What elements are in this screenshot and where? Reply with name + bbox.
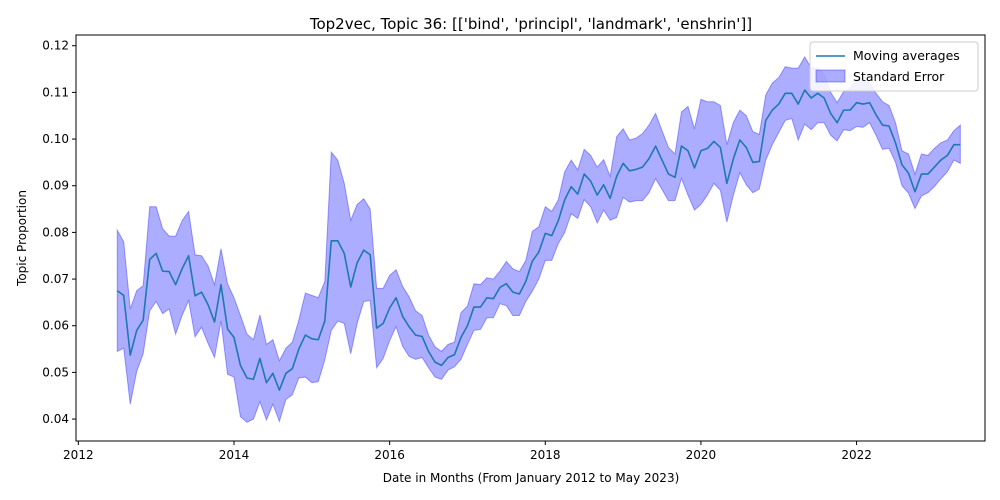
x-tick-label: 2022 (841, 448, 872, 462)
x-tick-label: 2016 (374, 448, 405, 462)
x-axis-label: Date in Months (From January 2012 to May… (383, 471, 680, 485)
legend-label-moving-averages: Moving averages (853, 48, 960, 63)
y-tick-label: 0.07 (42, 272, 69, 286)
y-axis: 0.04 0.05 0.06 0.07 0.08 0.09 0.10 0.11 0.12 (42, 39, 76, 426)
standard-error-band (116, 55, 961, 423)
legend: Moving averages Standard Error (809, 41, 979, 92)
y-axis-label: Topic Proportion (15, 190, 29, 287)
y-tick-label: 0.06 (42, 319, 69, 333)
x-tick-label: 2012 (63, 448, 94, 462)
plot-area (116, 55, 961, 423)
y-tick-label: 0.04 (42, 412, 69, 426)
x-axis: 2012 2014 2016 2018 2020 2022 (63, 441, 872, 462)
y-tick-label: 0.08 (42, 225, 69, 239)
x-tick-label: 2018 (530, 448, 561, 462)
legend-box (809, 41, 979, 92)
x-tick-label: 2014 (219, 448, 250, 462)
legend-band-swatch (815, 69, 846, 83)
y-tick-label: 0.10 (42, 132, 69, 146)
legend-label-standard-error: Standard Error (853, 69, 945, 84)
y-tick-label: 0.09 (42, 179, 69, 193)
chart-title: Top2vec, Topic 36: [['bind', 'principl',… (309, 15, 752, 33)
x-tick-label: 2020 (686, 448, 717, 462)
y-tick-label: 0.12 (42, 39, 69, 53)
y-tick-label: 0.11 (42, 85, 69, 99)
y-tick-label: 0.05 (42, 365, 69, 379)
plot-frame (75, 34, 986, 442)
moving-average-line (116, 89, 961, 391)
